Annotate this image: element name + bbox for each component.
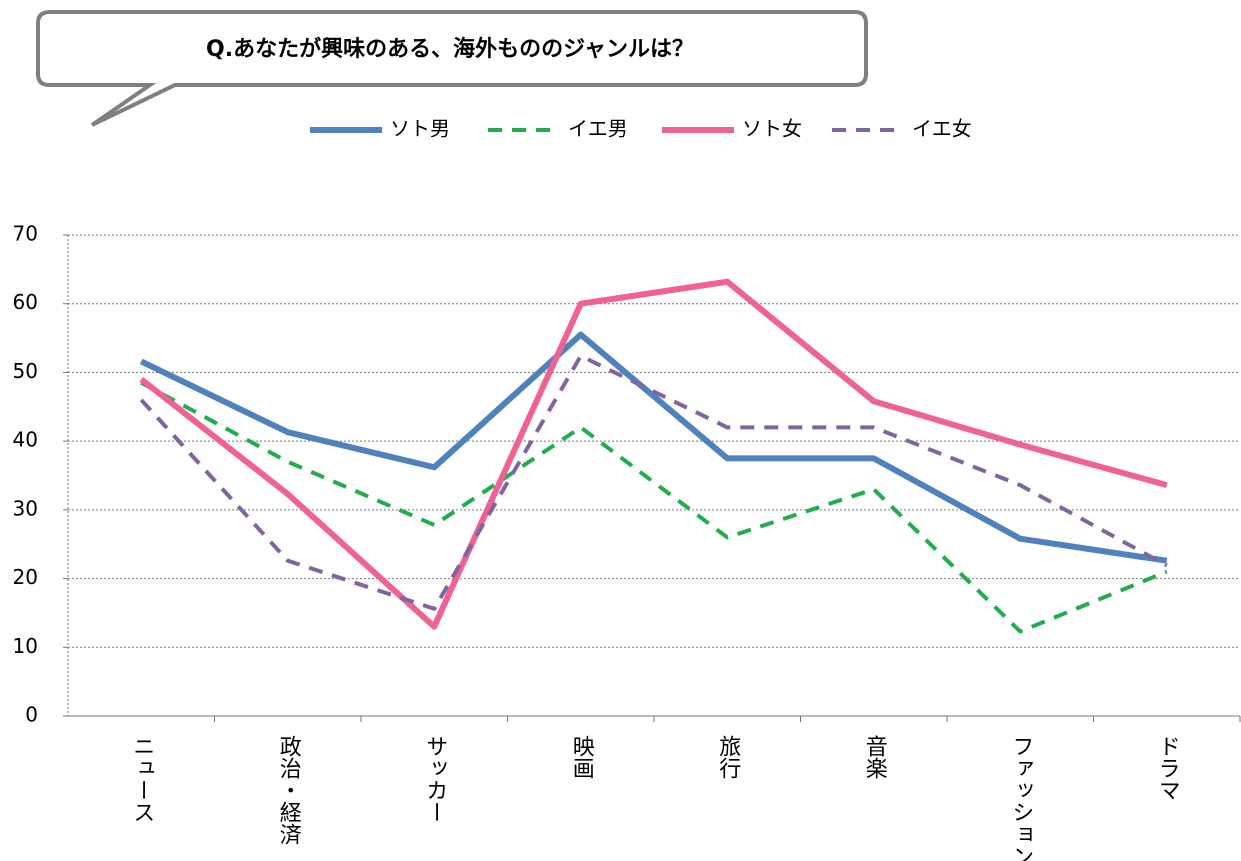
x-tick-label: サッカー: [422, 735, 447, 823]
x-tick-label: ファッション: [1008, 735, 1033, 861]
x-tick-label: ニュース: [129, 735, 154, 823]
x-tick-label: 映画: [569, 735, 594, 779]
y-tick-label: 0: [25, 703, 38, 727]
legend-label: ソト男: [390, 117, 450, 141]
y-tick-label: 20: [13, 565, 38, 589]
series-line: [139, 353, 1168, 611]
y-tick-label: 50: [13, 359, 38, 383]
series-line: [140, 380, 1168, 634]
series-line: [139, 331, 1168, 564]
legend-label: イエ男: [568, 117, 628, 141]
speech-bubble: [36, 10, 868, 127]
legend-label: ソト女: [742, 117, 802, 141]
x-tick-label: ドラマ: [1155, 735, 1180, 801]
series-line: [139, 278, 1168, 630]
x-tick-label: 旅行: [715, 735, 741, 779]
y-tick-label: 40: [13, 428, 38, 452]
chart-title: Q.あなたが興味のある、海外もののジャンルは？: [206, 36, 694, 62]
x-tick-label: 音楽: [862, 735, 888, 779]
x-tick-label: 政治・経済: [276, 735, 302, 845]
y-tick-label: 70: [13, 222, 38, 246]
y-tick-label: 10: [13, 634, 38, 658]
y-tick-label: 60: [13, 290, 38, 314]
y-tick-label: 30: [13, 496, 38, 520]
legend-label: イエ女: [912, 117, 972, 141]
